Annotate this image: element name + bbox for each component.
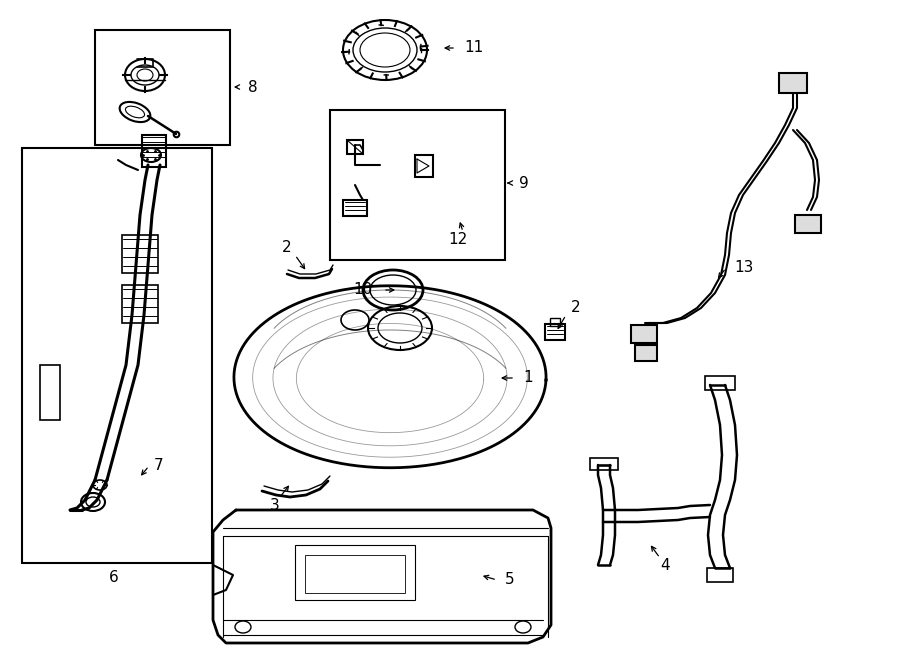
Bar (347, 140, 363, 154)
Text: 2: 2 (571, 299, 580, 315)
Text: 5: 5 (505, 572, 515, 588)
Bar (95, 30, 230, 145)
Text: 1: 1 (523, 371, 533, 385)
Text: 12: 12 (448, 233, 468, 247)
Bar (795, 215, 821, 233)
Text: 2: 2 (283, 239, 292, 254)
Bar (550, 318, 560, 326)
Bar (305, 555, 405, 593)
Bar (40, 365, 60, 420)
Bar (343, 200, 367, 216)
Text: 11: 11 (464, 40, 483, 56)
Bar (707, 568, 733, 582)
Text: 9: 9 (519, 176, 529, 190)
Text: 3: 3 (270, 498, 280, 512)
Bar (142, 135, 166, 167)
Bar (705, 376, 735, 390)
Bar (22, 148, 212, 563)
Bar (779, 73, 807, 93)
Bar (295, 545, 415, 600)
Text: 6: 6 (109, 570, 119, 584)
Text: 13: 13 (734, 260, 753, 276)
Text: 4: 4 (661, 559, 670, 574)
Bar (590, 458, 618, 470)
Text: 7: 7 (154, 459, 164, 473)
Bar (545, 324, 565, 340)
Bar (330, 110, 505, 260)
Bar (631, 325, 657, 343)
Bar (415, 155, 433, 177)
Text: 8: 8 (248, 79, 257, 95)
Bar (122, 235, 158, 273)
Bar (122, 285, 158, 323)
Bar (635, 345, 657, 361)
Text: 10: 10 (354, 282, 373, 297)
